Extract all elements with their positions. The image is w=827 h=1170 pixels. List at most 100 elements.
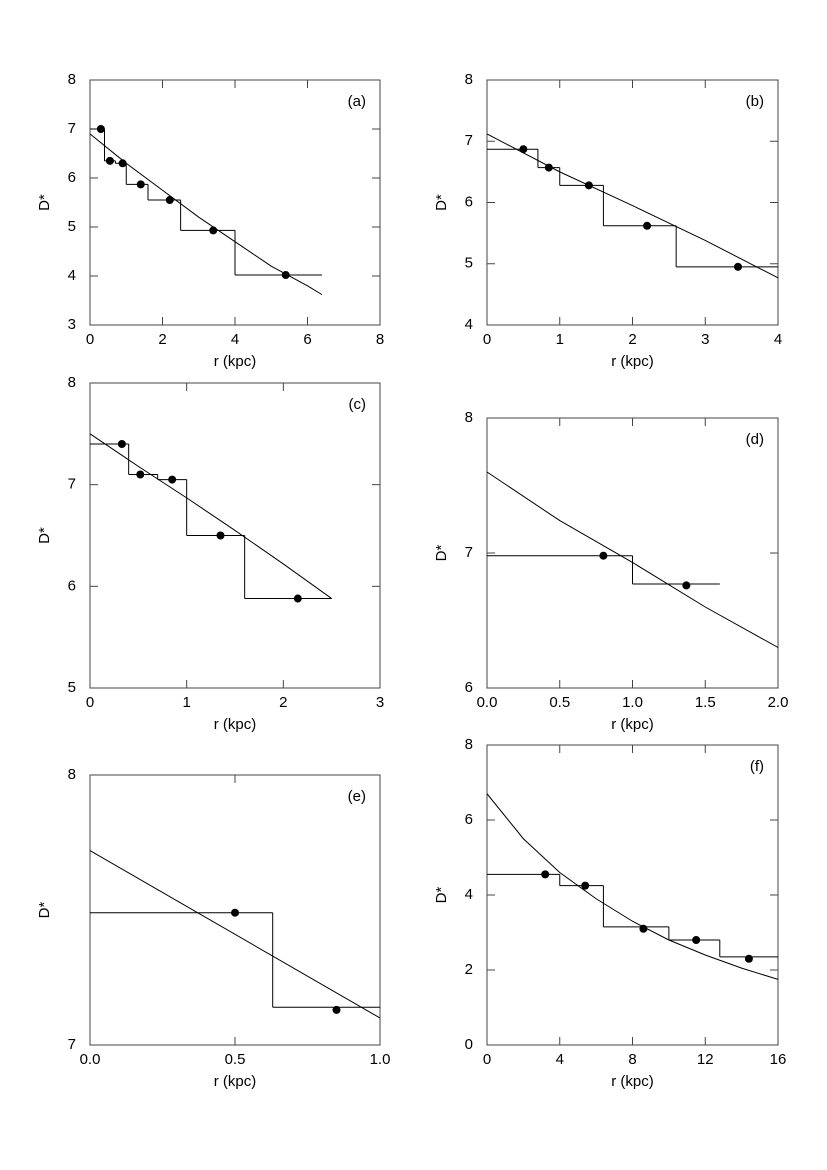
- plot-frame: [89, 79, 381, 326]
- y-tick-label: 0: [465, 1036, 473, 1053]
- y-tick-label: 7: [465, 132, 473, 149]
- plot-frame: [486, 417, 779, 689]
- x-axis-label: r (kpc): [214, 353, 257, 370]
- x-tick-label: 4: [556, 1051, 564, 1068]
- y-tick-label: 6: [68, 577, 76, 594]
- y-axis-label: D*: [433, 545, 450, 562]
- panel-label: (a): [348, 93, 366, 110]
- x-tick-label: 0.0: [80, 1051, 101, 1068]
- y-tick-label: 5: [68, 218, 76, 235]
- panel-label: (f): [750, 758, 764, 775]
- panel-label: (d): [746, 431, 764, 448]
- plot-frame: [486, 79, 779, 326]
- x-tick-label: 1.0: [622, 694, 643, 711]
- data-point: [599, 551, 608, 560]
- x-tick-label: 2: [158, 331, 166, 348]
- fit-curve: [486, 471, 779, 648]
- panel: 0.0 0.5 1.0 1.5 2.0 6 7 8 r (kpc) D* (d): [433, 409, 788, 733]
- x-axis-label: r (kpc): [611, 716, 654, 733]
- data-point: [231, 908, 239, 917]
- data-point: [281, 271, 290, 280]
- x-tick-label: 0: [483, 1051, 491, 1068]
- panel-label: (e): [348, 788, 366, 805]
- x-tick-label: 0.5: [225, 1051, 246, 1068]
- x-tick-label: 0.0: [477, 694, 498, 711]
- fit-curve: [89, 850, 381, 1019]
- x-tick-label: 4: [774, 331, 782, 348]
- data-point: [168, 475, 177, 484]
- y-tick-label: 4: [465, 316, 473, 333]
- x-tick-label: 2: [628, 331, 636, 348]
- data-point: [293, 594, 302, 603]
- data-point: [544, 163, 553, 172]
- panel: 0.0 0.5 1.0 7 8 r (kpc) D* (e): [36, 766, 390, 1090]
- panel-label: (c): [349, 396, 367, 413]
- x-tick-label: 4: [231, 331, 239, 348]
- x-tick-label: 3: [376, 694, 384, 711]
- fit-curve: [486, 133, 779, 279]
- x-tick-label: 0: [86, 331, 94, 348]
- data-point: [165, 196, 174, 205]
- y-tick-label: 8: [465, 409, 473, 426]
- data-point: [136, 180, 145, 189]
- fit-curve: [486, 793, 779, 980]
- data-point: [692, 936, 701, 944]
- x-tick-label: 1.5: [695, 694, 716, 711]
- panel-label: (b): [746, 93, 764, 110]
- y-tick-label: 7: [68, 476, 76, 493]
- data-point: [117, 440, 126, 448]
- y-axis-label: D*: [36, 527, 53, 544]
- y-axis-label: D*: [36, 902, 53, 919]
- data-point: [209, 226, 218, 235]
- data-point: [682, 581, 691, 590]
- y-tick-label: 7: [68, 120, 76, 137]
- x-tick-label: 1: [556, 331, 564, 348]
- data-point: [733, 262, 742, 271]
- data-point: [118, 159, 127, 168]
- data-point: [216, 531, 225, 540]
- x-tick-label: 0: [483, 331, 491, 348]
- data-point: [744, 954, 753, 963]
- x-tick-label: 8: [376, 331, 384, 348]
- x-tick-label: 1: [182, 694, 190, 711]
- plot-frame: [89, 382, 381, 689]
- y-axis-label: D*: [36, 194, 53, 211]
- y-tick-label: 8: [68, 766, 76, 783]
- y-tick-label: 7: [68, 1036, 76, 1053]
- data-point: [332, 1005, 341, 1014]
- y-tick-label: 4: [465, 886, 473, 903]
- data-point: [105, 156, 114, 165]
- y-tick-label: 8: [68, 374, 76, 391]
- data-point: [584, 181, 593, 190]
- y-tick-label: 6: [465, 811, 473, 828]
- x-axis-label: r (kpc): [611, 353, 654, 370]
- data-point: [519, 145, 528, 154]
- fit-curve: [89, 133, 323, 296]
- y-tick-label: 8: [68, 71, 76, 88]
- data-point: [541, 870, 550, 879]
- y-tick-label: 7: [465, 544, 473, 561]
- data-point: [581, 881, 590, 890]
- y-tick-label: 2: [465, 961, 473, 978]
- y-tick-label: 6: [465, 193, 473, 210]
- y-axis-label: D*: [433, 194, 450, 211]
- y-tick-label: 4: [68, 267, 76, 284]
- panel: 0 2 4 6 8 3 4 5 6 7 8 r (kpc) D* (a): [36, 71, 384, 370]
- x-tick-label: 0.5: [549, 694, 570, 711]
- y-tick-label: 8: [465, 736, 473, 753]
- y-tick-label: 6: [68, 169, 76, 186]
- fit-curve: [89, 433, 332, 599]
- x-tick-label: 8: [628, 1051, 636, 1068]
- data-point: [96, 125, 105, 133]
- y-tick-label: 8: [465, 71, 473, 88]
- x-tick-label: 3: [701, 331, 709, 348]
- x-tick-label: 2: [279, 694, 287, 711]
- plot-frame: [486, 744, 779, 1046]
- y-tick-label: 5: [68, 679, 76, 696]
- panel: 0 4 8 12 16 0 2 4 6 8 r (kpc) D* (f): [433, 736, 786, 1090]
- x-axis-label: r (kpc): [214, 716, 257, 733]
- x-tick-label: 6: [303, 331, 311, 348]
- x-tick-label: 0: [86, 694, 94, 711]
- x-axis-label: r (kpc): [214, 1073, 257, 1090]
